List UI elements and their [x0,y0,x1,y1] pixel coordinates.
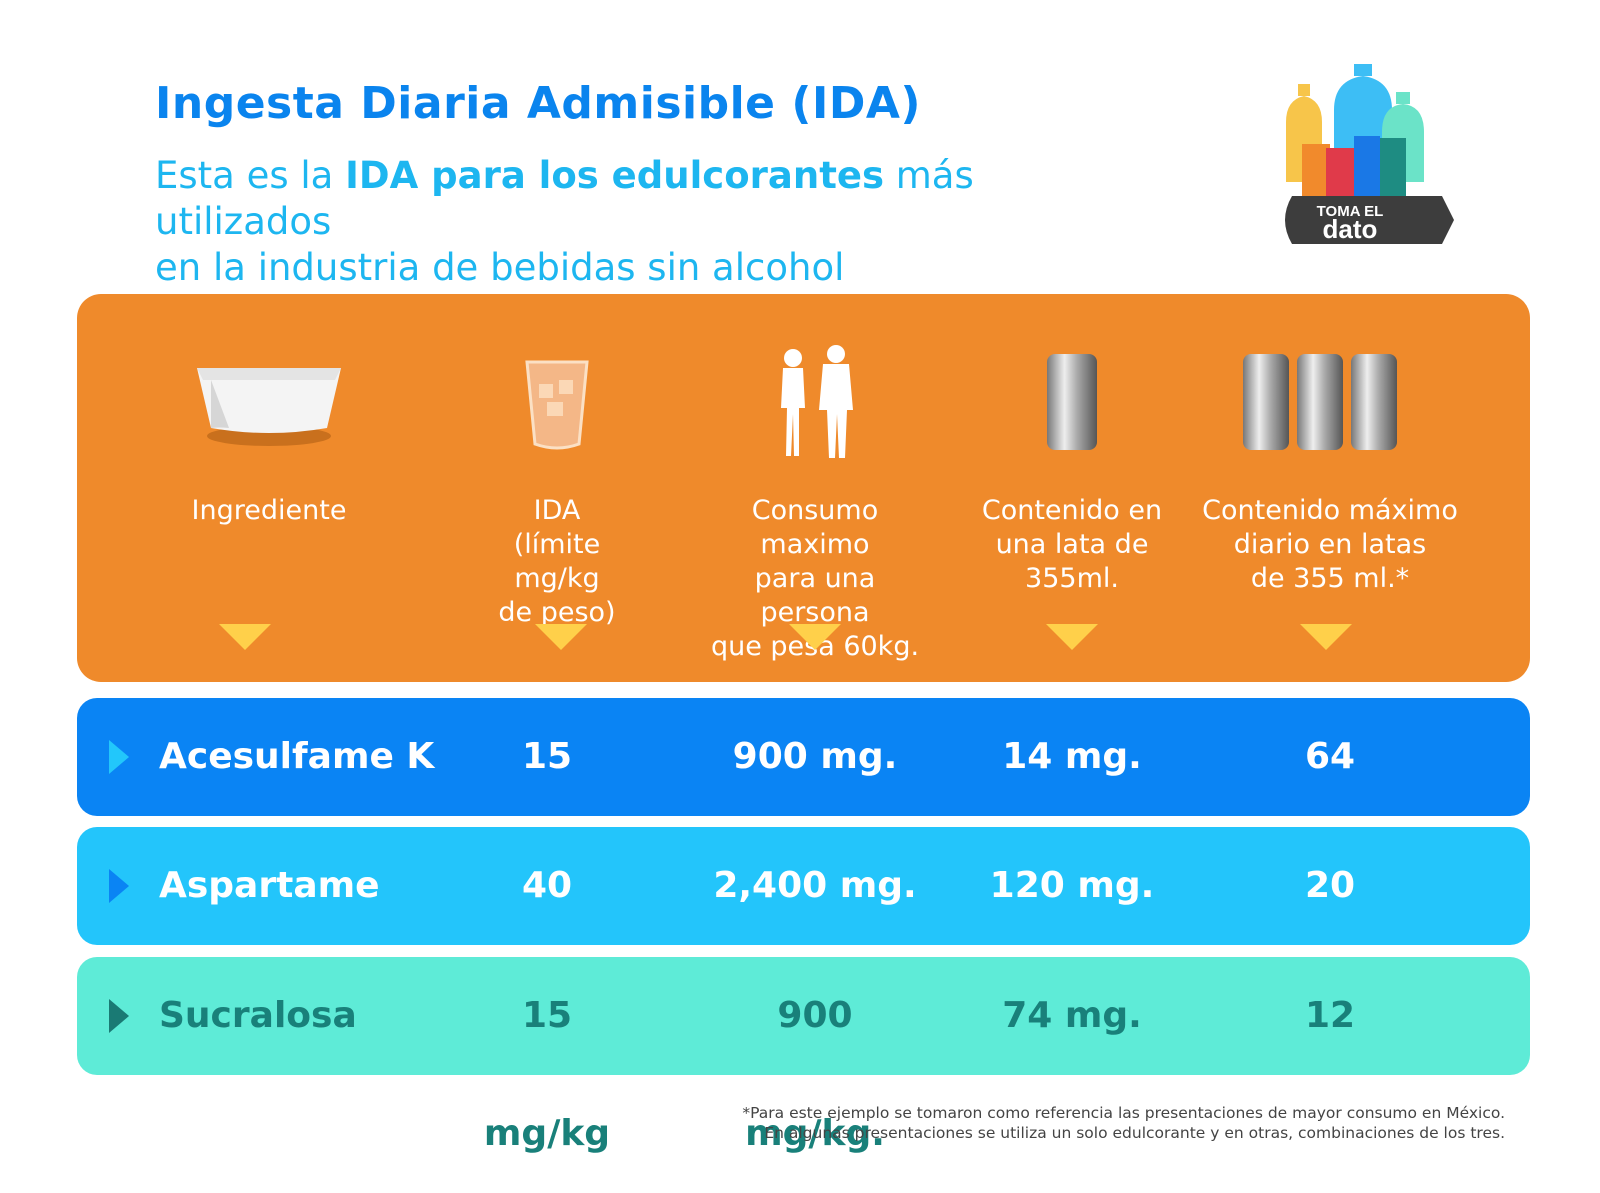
footnote-line2: En algunas presentaciones se utiliza un … [764,1124,1505,1142]
logo-line2: dato [1323,214,1378,244]
max-60kg-value: 900 mg/kg. [745,995,885,1154]
subtitle-line2: en la industria de bebidas sin alcohol [155,246,845,289]
column-label: IDA (límite mg/kg de peso) [498,495,616,628]
chevron-down-icon [1046,624,1098,650]
max-cans-value: 12 [1304,995,1356,1036]
people-silhouette-icon [781,345,853,458]
page-title: Ingesta Diaria Admisible (IDA) [155,78,922,129]
logo-line1: TOMA EL [1317,203,1384,220]
play-arrow-icon [109,999,129,1033]
ida-value: 40 mg/kg [484,865,610,1024]
per-can-value: 74 mg. [1002,995,1142,1036]
sweetener-tub-icon [197,368,341,446]
ingredient-name: Aspartame [159,865,380,906]
subtitle-part3: más utilizados [155,154,974,243]
column-label: Contenido en una lata de 355ml. [981,495,1163,594]
table-row: Acesulfame K 15 mg/kg 900 mg. 14 mg. 64 [77,698,1530,895]
subtitle-part1: Esta es la [155,154,346,197]
three-cans-icon [1243,354,1397,450]
chevron-down-icon [219,624,271,650]
play-arrow-icon [109,869,129,903]
soda-can-icon [1047,354,1097,450]
column-ingredient: Ingrediente [189,294,349,682]
ingredient-name: Acesulfame K [159,736,435,777]
per-can-value: 120 mg. [989,865,1155,906]
ida-value: 15 mg/kg [484,736,610,895]
ingredient-name: Sucralosa [159,995,357,1036]
table-row: Sucralosa 15 mg/kg 900 mg/kg. 74 mg. 12 [77,957,1530,1154]
table-row: Aspartame 40 mg/kg 2,400 mg. 120 mg. 20 [77,827,1530,1024]
footnote-line1: *Para este ejemplo se tomaron como refer… [742,1104,1505,1122]
column-max-consumption: Consumo maximo para una persona que pesa… [705,294,925,682]
column-label: Contenido máximo diario en latas de 355 … [1202,495,1458,594]
per-can-value: 14 mg. [1002,736,1142,777]
bottles-logo-icon: TOMA EL dato [1285,64,1454,244]
column-max-cans: Contenido máximo diario en latas de 355 … [1195,294,1465,682]
column-per-can: Contenido en una lata de 355ml. [972,294,1172,682]
max-60kg-value: 2,400 mg. [713,865,917,906]
toma-el-dato-logo: TOMA EL dato [1282,62,1482,262]
max-60kg-value: 900 mg. [732,736,898,777]
page-subtitle: Esta es la IDA para los edulcorantes más… [155,153,1155,291]
column-label: Ingrediente [191,495,347,526]
chevron-down-icon [535,624,587,650]
water-glass-icon [525,360,589,450]
play-arrow-icon [109,740,129,774]
subtitle-bold: IDA para los edulcorantes [345,154,884,197]
max-cans-value: 20 [1304,865,1356,906]
header-panel: Ingrediente IDA (límite mg/kg de peso) [77,294,1530,682]
max-cans-value: 64 [1304,736,1356,777]
footnote: *Para este ejemplo se tomaron como refer… [742,1103,1505,1143]
column-ida: IDA (límite mg/kg de peso) [467,294,647,682]
chevron-down-icon [1300,624,1352,650]
column-label: Consumo maximo para una persona que pesa… [710,495,920,662]
ida-value: 15 mg/kg [483,995,611,1154]
chevron-down-icon [789,624,841,650]
